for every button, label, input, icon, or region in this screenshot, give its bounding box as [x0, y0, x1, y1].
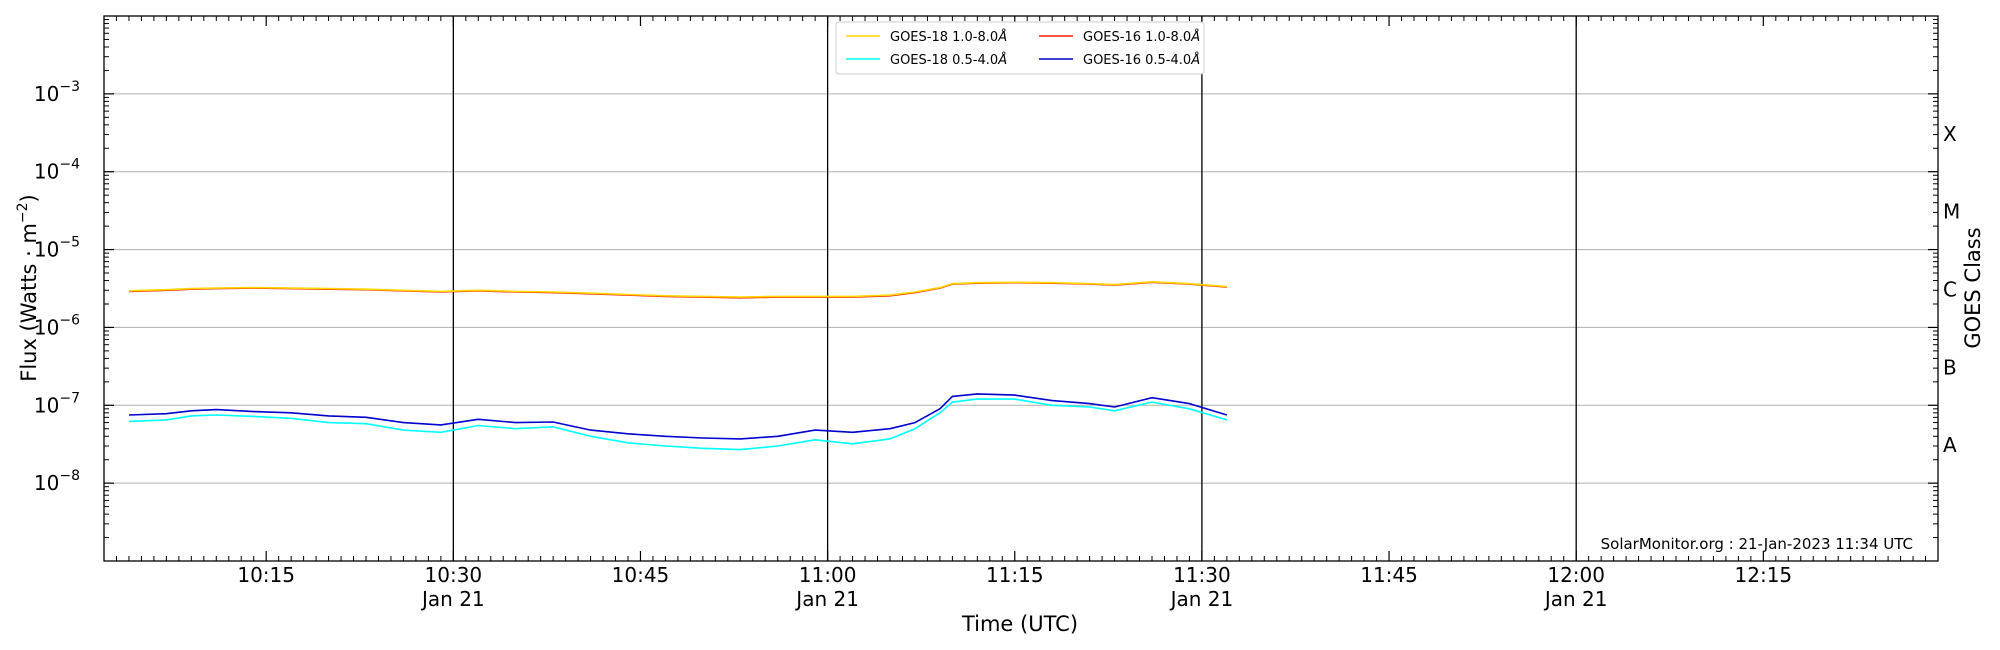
x-tick-date-label: Jan 21: [794, 587, 859, 611]
day-marker-lines: [452, 16, 1577, 561]
plot-frame: [103, 15, 1939, 562]
series-line: [128, 398, 1228, 451]
x-tick-label: 11:00: [799, 563, 857, 587]
goes-class-label: C: [1943, 278, 1957, 302]
goes-class-label: M: [1943, 200, 1960, 224]
legend: GOES-18 1.0-8.0Å GOES-18 0.5-4.0Å GOES-16 …: [835, 21, 1205, 75]
series-line: [128, 393, 1228, 440]
x-tick-label: 11:45: [1360, 563, 1418, 587]
y-tick-labels: 10−8 10−7 10−6 10−5 10−4 10−3: [34, 79, 80, 495]
y-tick-label: 10−3: [34, 79, 80, 106]
x-tick-label: 10:45: [612, 563, 670, 587]
x-axis-label: Time (UTC): [961, 612, 1078, 636]
goes-class-labels: A B C M X: [1943, 122, 1960, 457]
legend-entry: GOES-18 1.0-8.0Å: [890, 29, 1007, 45]
x-tick-date-label: Jan 21: [420, 587, 485, 611]
flux-series: [128, 280, 1228, 451]
x-tick-date-label: Jan 21: [1543, 587, 1608, 611]
x-tick-date-label: Jan 21: [1169, 587, 1234, 611]
x-tick-label: 11:30: [1173, 563, 1231, 587]
legend-entry: GOES-18 0.5-4.0Å: [890, 52, 1007, 68]
y-tick-label: 10−5: [34, 235, 80, 262]
axis-ticks: [104, 16, 1938, 561]
legend-entry: GOES-16 0.5-4.0Å: [1083, 52, 1200, 68]
watermark-annotation: SolarMonitor.org : 21-Jan-2023 11:34 UTC: [1601, 535, 1913, 553]
series-line: [128, 280, 1227, 298]
goes-class-label: B: [1943, 355, 1957, 379]
x-tick-label: 10:15: [237, 563, 295, 587]
y-tick-label: 10−7: [34, 390, 80, 417]
y-tick-label: 10−6: [34, 312, 80, 339]
goes-class-label: X: [1943, 122, 1957, 146]
y-tick-label: 10−8: [34, 468, 80, 495]
grid-lines: [104, 93, 1938, 484]
legend-entry: GOES-16 1.0-8.0Å: [1083, 29, 1200, 45]
x-tick-label: 12:00: [1547, 563, 1605, 587]
y-tick-label: 10−4: [34, 157, 80, 184]
x-tick-label: 10:30: [425, 563, 483, 587]
goes-class-label: A: [1943, 433, 1957, 457]
right-axis-label: GOES Class: [1961, 227, 1985, 348]
x-tick-label: 12:15: [1735, 563, 1793, 587]
x-tick-label: 11:15: [986, 563, 1044, 587]
legend-box: [835, 21, 1205, 75]
y-axis-label: Flux (Watts · m−2): [15, 194, 41, 382]
